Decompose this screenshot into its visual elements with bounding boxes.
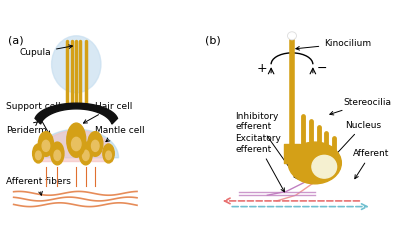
Text: Cupula: Cupula [20, 45, 72, 58]
Text: Support cell: Support cell [6, 102, 61, 135]
Text: −: − [317, 62, 328, 74]
Ellipse shape [52, 36, 101, 93]
Ellipse shape [312, 155, 337, 178]
Ellipse shape [33, 144, 44, 163]
Ellipse shape [88, 132, 103, 156]
Ellipse shape [54, 150, 61, 160]
Polygon shape [35, 103, 118, 124]
Ellipse shape [103, 144, 114, 163]
Ellipse shape [35, 151, 41, 160]
Text: +: + [256, 62, 267, 74]
Text: Periderm: Periderm [6, 122, 47, 135]
Text: (a): (a) [8, 36, 24, 46]
Text: Afferent fibers: Afferent fibers [6, 178, 71, 195]
Ellipse shape [83, 150, 89, 160]
Ellipse shape [42, 140, 50, 151]
Text: Stereocilia: Stereocilia [330, 98, 391, 115]
Ellipse shape [289, 33, 295, 39]
Text: Kinocilium: Kinocilium [296, 39, 371, 50]
Text: Hair cell: Hair cell [83, 102, 133, 123]
Text: Mantle cell: Mantle cell [95, 126, 145, 142]
Text: Afferent: Afferent [353, 149, 389, 179]
Ellipse shape [79, 142, 92, 165]
Ellipse shape [106, 151, 112, 160]
Ellipse shape [288, 32, 296, 40]
Ellipse shape [72, 137, 81, 150]
Ellipse shape [92, 140, 99, 151]
Ellipse shape [67, 123, 86, 157]
Ellipse shape [38, 132, 53, 156]
Ellipse shape [288, 142, 341, 184]
Text: (b): (b) [205, 36, 221, 46]
Text: Excitatory
efferent: Excitatory efferent [235, 134, 284, 192]
Ellipse shape [50, 142, 64, 165]
Text: Nucleus: Nucleus [330, 120, 381, 160]
Text: Inhibitory
efferent: Inhibitory efferent [235, 112, 298, 179]
